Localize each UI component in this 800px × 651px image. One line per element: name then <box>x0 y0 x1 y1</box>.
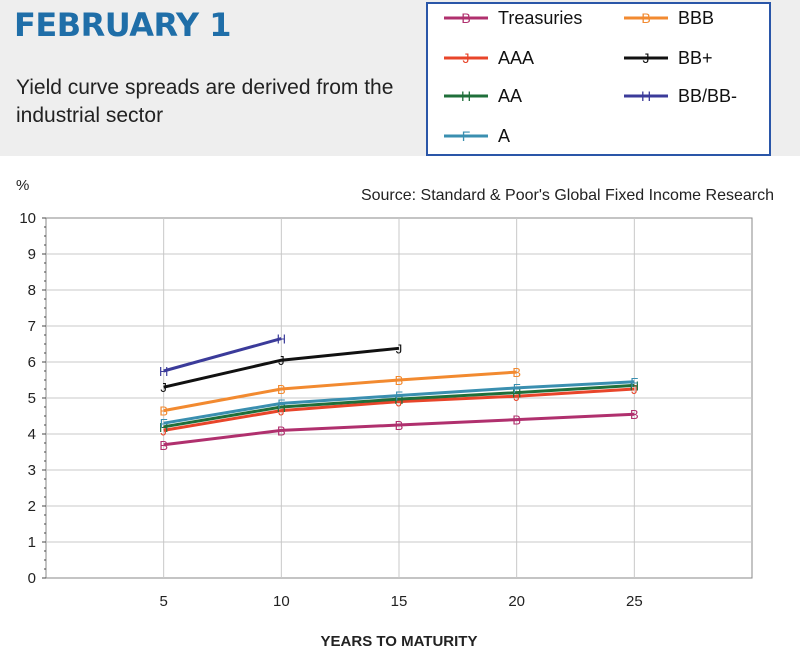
data-point-marker: H <box>277 332 286 347</box>
data-point-marker: J <box>278 353 285 368</box>
data-point-marker: F <box>395 388 403 403</box>
series-line-2 <box>163 383 635 429</box>
legend-swatch: B <box>624 10 668 26</box>
y-tick-label: 6 <box>28 354 36 371</box>
legend-swatch: F <box>444 128 488 144</box>
x-tick-label: 15 <box>391 593 408 610</box>
data-point-marker: J <box>513 389 520 404</box>
series-line-6 <box>163 337 282 373</box>
data-point-marker: J <box>631 382 638 397</box>
series-line-1 <box>163 387 635 432</box>
data-point-marker: B <box>630 407 639 422</box>
y-tick-label: 1 <box>28 534 36 551</box>
data-point-marker: F <box>277 396 285 411</box>
y-tick-label: 10 <box>19 210 36 227</box>
legend-label: A <box>498 125 511 146</box>
data-point-marker: B <box>512 365 521 380</box>
legend-swatch: J <box>444 50 488 66</box>
page-title: FEBRUARY 1 <box>14 6 231 44</box>
y-tick-label: 2 <box>28 498 36 515</box>
data-point-marker: B <box>277 423 286 438</box>
legend-item: J BB+ <box>620 46 713 70</box>
legend-label: BB+ <box>678 47 713 68</box>
legend-swatch: H <box>444 88 488 104</box>
series-line-4 <box>163 370 517 413</box>
legend-swatch-marker: F <box>462 128 471 144</box>
data-point-marker: H <box>159 420 168 435</box>
data-point-marker: J <box>160 423 167 438</box>
data-point-marker: B <box>395 373 404 388</box>
data-point-marker: J <box>278 404 285 419</box>
x-tick-label: 5 <box>159 593 167 610</box>
legend-swatch-marker: J <box>643 50 650 66</box>
legend-label: AA <box>498 85 523 106</box>
legend-swatch-marker: B <box>641 10 650 26</box>
data-point-marker: F <box>513 381 521 396</box>
y-tick-label: 5 <box>28 390 36 407</box>
legend-swatch: J <box>624 50 668 66</box>
data-point-marker: H <box>512 386 521 401</box>
x-tick-label: 20 <box>508 593 525 610</box>
legend-swatch-marker: H <box>461 88 471 104</box>
x-axis-label: YEARS TO MATURITY <box>321 633 478 650</box>
series-line-0 <box>163 412 635 447</box>
legend-label: BB/BB- <box>678 85 738 106</box>
legend-label: BBB <box>678 7 715 28</box>
y-tick-label: 3 <box>28 462 36 479</box>
y-axis-label: % <box>16 177 29 194</box>
line-chart: 0 1 2 3 4 5 6 7 8 9 10 5 10 15 20 25% YEARS TO MATURITY S… <box>16 177 774 650</box>
series-line-3 <box>163 380 635 425</box>
x-tick-label: 25 <box>626 593 643 610</box>
page-subtitle: Yield curve spreads are derived from the… <box>16 76 394 127</box>
data-point-marker: F <box>630 375 638 390</box>
y-tick-label: 8 <box>28 282 36 299</box>
data-point-marker: B <box>395 418 404 433</box>
legend-item: H AA <box>440 84 522 108</box>
legend-swatch: B <box>444 10 488 26</box>
legend-item: B Treasuries <box>440 6 582 30</box>
y-tick-label: 4 <box>28 426 36 443</box>
data-point-marker: B <box>277 382 286 397</box>
legend-swatch-marker: B <box>461 10 470 26</box>
data-point-marker: H <box>159 364 168 379</box>
y-tick-label: 0 <box>28 570 36 587</box>
data-point-marker: B <box>512 413 521 428</box>
legend-item: H BB/BB- <box>620 84 737 108</box>
legend-swatch: H <box>624 88 668 104</box>
source-note: Source: Standard & Poor's Global Fixed I… <box>361 187 774 204</box>
data-point-marker: F <box>160 416 168 431</box>
data-point-marker: J <box>396 395 403 410</box>
data-point-marker: J <box>396 341 403 356</box>
x-tick-label: 10 <box>273 593 290 610</box>
chart-legend: B Treasuries J AAA H AA F A B BBB J BB+ H BB/BB- <box>426 2 771 156</box>
data-point-marker: H <box>277 400 286 415</box>
data-point-marker: J <box>160 380 167 395</box>
data-point-marker: H <box>630 378 639 393</box>
y-tick-label: 7 <box>28 318 36 335</box>
legend-label: AAA <box>498 47 535 68</box>
data-point-marker: B <box>159 438 168 453</box>
data-point-marker: B <box>159 404 168 419</box>
series-line-5 <box>163 346 400 389</box>
legend-item: B BBB <box>620 6 714 30</box>
data-point-marker: H <box>394 392 403 407</box>
legend-swatch-marker: H <box>641 88 651 104</box>
y-tick-label: 9 <box>28 246 36 263</box>
legend-swatch-marker: J <box>463 50 470 66</box>
legend-item: J AAA <box>440 46 534 70</box>
legend-label: Treasuries <box>498 7 583 28</box>
